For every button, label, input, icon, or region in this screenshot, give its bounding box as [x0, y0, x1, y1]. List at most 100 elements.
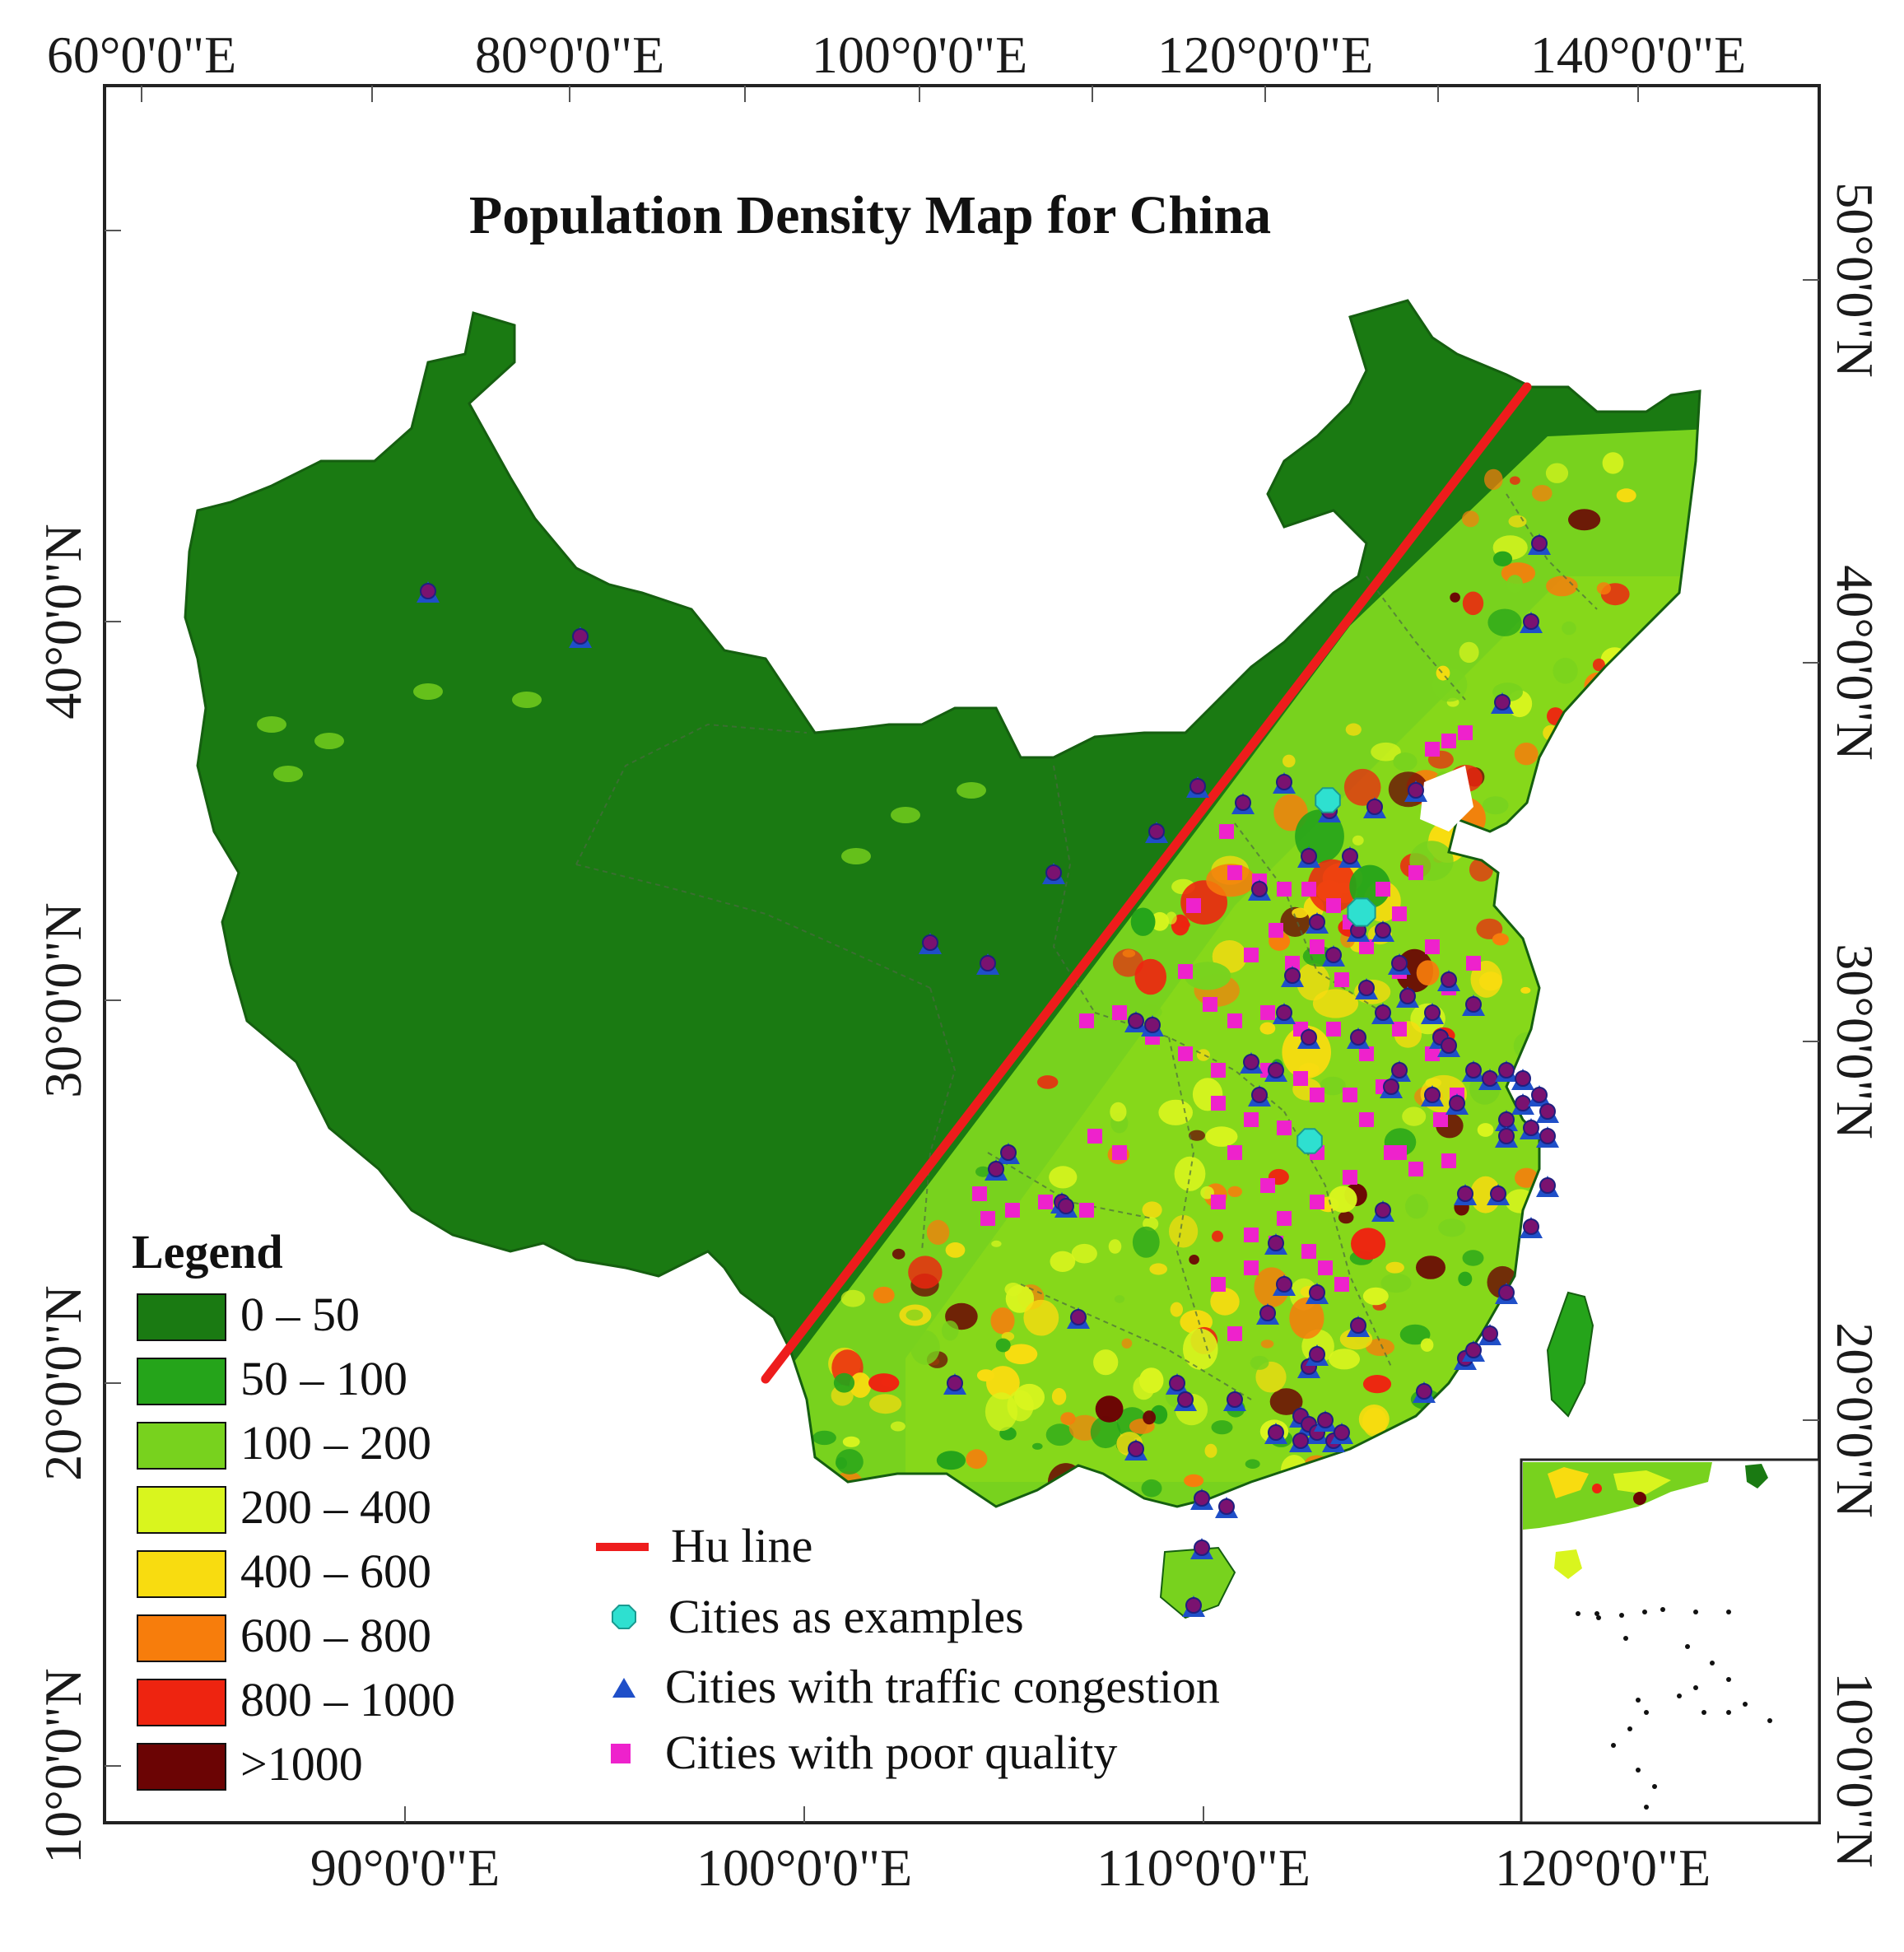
poor-quality-marker	[1211, 1277, 1226, 1292]
legend-swatch	[137, 1614, 226, 1662]
poor-quality-marker	[1425, 1046, 1440, 1061]
city-dot	[1350, 1029, 1366, 1046]
hainan-island	[1159, 1546, 1236, 1619]
poor-quality-marker	[1227, 1013, 1242, 1028]
poor-quality-marker	[1219, 824, 1234, 839]
city-dot	[1383, 1078, 1399, 1095]
city-dot	[1251, 881, 1268, 897]
city-dot	[1301, 1029, 1317, 1046]
city-dot	[1490, 1186, 1506, 1202]
city-dot	[1375, 1004, 1391, 1021]
city-dot	[1358, 980, 1375, 996]
poor-quality-marker	[1466, 956, 1481, 971]
left-lat-label: 10°0'0"N	[34, 1668, 92, 1863]
poor-quality-marker	[980, 1211, 995, 1226]
poor-quality-marker	[1359, 1112, 1374, 1127]
city-dot	[1441, 1037, 1457, 1054]
poor-quality-marker	[1441, 1153, 1456, 1168]
right-lat-label: 20°0'0"N	[1826, 1322, 1884, 1517]
city-dot	[1465, 1342, 1482, 1358]
city-dot	[1375, 1202, 1391, 1218]
city-dot	[1325, 947, 1342, 963]
poor-quality-marker	[1326, 898, 1341, 913]
city-dot	[1498, 1111, 1515, 1128]
city-dot	[1268, 1424, 1284, 1441]
city-dot	[1498, 1062, 1515, 1078]
poor-quality-marker	[1203, 997, 1217, 1012]
example-city-marker	[1347, 897, 1376, 927]
poor-quality-marker	[1178, 1046, 1193, 1061]
city-dot	[1268, 1235, 1284, 1251]
top-lon-label: 120°0'0"E	[1157, 26, 1373, 84]
right-axis-labels: 50°0'0"N 40°0'0"N 30°0'0"N 20°0'0"N 10°0…	[1826, 182, 1884, 1867]
bottom-lon-label: 110°0'0"E	[1096, 1838, 1310, 1897]
city-dot	[1350, 1317, 1366, 1334]
city-dot	[1457, 1186, 1473, 1202]
poor-quality-marker	[1408, 865, 1423, 880]
right-lat-label: 50°0'0"N	[1826, 182, 1884, 377]
city-dot	[1515, 1095, 1531, 1111]
city-dot	[420, 583, 436, 599]
poor-quality-marker	[1079, 1203, 1094, 1218]
poor-quality-marker	[1005, 1203, 1020, 1218]
city-dot	[1243, 1054, 1259, 1070]
poor-quality-marker	[1408, 1162, 1423, 1176]
cyan-octagon-icon	[612, 1605, 636, 1629]
city-dot	[1309, 1284, 1325, 1301]
blue-triangle-icon	[612, 1678, 635, 1698]
legend-label: 600 – 800	[240, 1609, 431, 1662]
city-dot	[1416, 1383, 1432, 1400]
poor-quality-marker	[1244, 1260, 1259, 1275]
city-dot	[1144, 1017, 1161, 1033]
bottom-lon-label: 90°0'0"E	[310, 1838, 500, 1897]
right-lat-label: 10°0'0"N	[1826, 1672, 1884, 1867]
city-dot	[947, 1375, 963, 1391]
city-dot	[980, 955, 996, 971]
legend-classes: 0 – 50 50 – 100 100 – 200 200 – 400 400 – 60…	[137, 1288, 455, 1791]
city-dot	[1058, 1198, 1074, 1214]
city-dot	[1441, 971, 1457, 988]
city-dot	[1189, 778, 1206, 794]
city-dot	[1515, 1070, 1531, 1087]
poor-quality-marker	[1392, 1022, 1407, 1037]
example-city-marker	[1296, 1128, 1323, 1154]
legend-label: 200 – 400	[240, 1480, 431, 1534]
legend-label: 50 – 100	[240, 1352, 407, 1405]
left-lat-label: 20°0'0"N	[34, 1285, 92, 1480]
city-dot	[1169, 1375, 1185, 1391]
city-dot	[1523, 1218, 1539, 1235]
city-dot	[1268, 1062, 1284, 1078]
left-lat-label: 30°0'0"N	[34, 902, 92, 1097]
poor-quality-marker	[1087, 1129, 1102, 1144]
symbol-legend: Hu line Cities as examples Cities with t…	[596, 1519, 1220, 1779]
city-dot	[1000, 1144, 1017, 1161]
legend-swatch	[137, 1293, 226, 1341]
city-dot	[1185, 1597, 1202, 1614]
legend-label: 100 – 200	[240, 1416, 431, 1470]
inset-island-dots	[1576, 1607, 1772, 1810]
poor-quality-marker	[1211, 1195, 1226, 1209]
poor-quality-marker	[1186, 898, 1201, 913]
city-dot	[1494, 694, 1511, 710]
city-dot	[1128, 1441, 1144, 1457]
right-lat-label: 40°0'0"N	[1826, 565, 1884, 760]
symbol-legend-label: Hu line	[671, 1519, 812, 1572]
magenta-square-icon	[611, 1744, 631, 1763]
city-dot	[1218, 1498, 1235, 1515]
poor-quality-marker	[1334, 972, 1349, 987]
legend-swatch	[137, 1679, 226, 1726]
poor-quality-marker	[1310, 1195, 1324, 1209]
poor-quality-marker	[1112, 1005, 1127, 1020]
top-axis-labels: 60°0'0"E 80°0'0"E 100°0'0"E 120°0'0"E 14…	[47, 26, 1746, 84]
legend-label: 400 – 600	[240, 1544, 431, 1598]
taiwan-island	[1546, 1291, 1594, 1418]
city-dot	[1284, 967, 1301, 984]
poor-quality-marker	[972, 1186, 987, 1201]
city-dot	[1309, 914, 1325, 930]
poor-quality-marker	[1260, 1005, 1275, 1020]
city-dot	[1399, 988, 1416, 1004]
poor-quality-marker	[1244, 948, 1259, 962]
city-markers	[417, 533, 1559, 1617]
city-dot	[1539, 1128, 1556, 1144]
left-lat-label: 40°0'0"N	[34, 524, 92, 719]
